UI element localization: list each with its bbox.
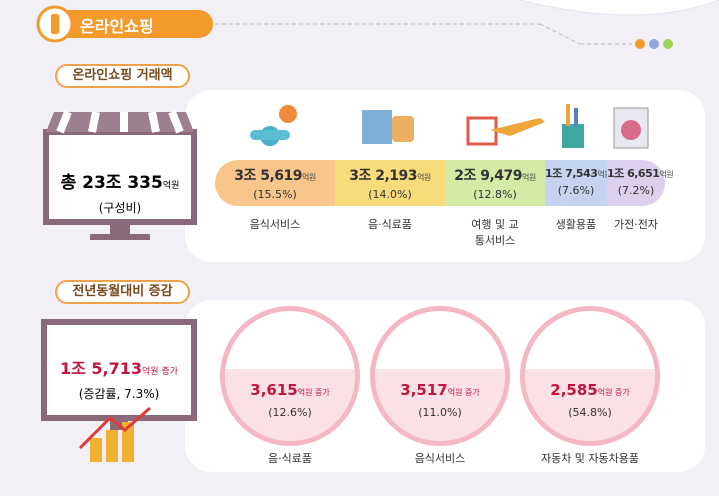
category-name: 여행 및 교통서비스 [471, 218, 519, 247]
category-icons [250, 104, 649, 149]
unit: 억원 증가 [297, 388, 330, 397]
segment: 3조 2,193억원 (14.0%) [335, 160, 445, 206]
header-deco [36, 0, 719, 49]
category-name: 음식서비스 [249, 218, 301, 231]
change-note: (증감률, 7.3%) [78, 387, 160, 401]
change-amount: 3,517억원 증가 [375, 381, 505, 399]
share: (14.0%) [368, 188, 412, 201]
unit: 억원 증가 [447, 388, 480, 397]
share: (7.6%) [557, 184, 595, 197]
share: (15.5%) [253, 188, 297, 201]
total: 총 23조 335억원 (구성비) [46, 168, 194, 216]
category-name: 자동차 및 자동차용품 [540, 452, 640, 465]
segment: 3조 5,619억원 (15.5%) [215, 160, 335, 206]
total-note: (구성비) [98, 201, 142, 215]
change-circle: 3,517억원 증가 (11.0%) [370, 306, 510, 446]
store-icon [43, 110, 197, 240]
amount: 3조 5,619 [234, 168, 303, 184]
unit: 억원 [659, 170, 674, 179]
category-name: 음·식료품 [268, 452, 312, 465]
category-name: 음·식료품 [368, 218, 412, 231]
total-amount: 총 23조 335 [60, 173, 163, 193]
unit: 억원 [597, 170, 612, 179]
amount: 3,615 [250, 381, 298, 399]
change-amount: 2,585억원 증가 [525, 381, 655, 399]
segment: 1조 7,543억원 (7.6%) [545, 160, 612, 206]
circle-fill [375, 369, 505, 441]
unit: 억원 [522, 173, 536, 182]
share: (12.8%) [473, 188, 517, 201]
segment: 1조 6,651억원 (7.2%) [607, 160, 674, 206]
segment-amount: 2조 9,479억원 [445, 165, 545, 185]
share: (7.2%) [617, 184, 655, 197]
change-share: (54.8%) [568, 406, 612, 419]
monitor-icon [41, 319, 197, 462]
segment-amount: 1조 7,543억원 [545, 165, 612, 181]
category-name: 생활용품 [555, 218, 597, 231]
change-circle: 3,615억원 증가 (12.6%) [220, 306, 360, 446]
change-amount: 1조 5,713 [59, 359, 143, 378]
circle-fill [225, 369, 355, 441]
segment: 2조 9,479억원 (12.8%) [445, 160, 545, 206]
circle-fill [525, 369, 655, 441]
section-label: 온라인쇼핑 거래액 [55, 64, 190, 88]
change-unit: 억원 증가 [142, 367, 179, 377]
segment-amount: 3조 5,619억원 [215, 165, 335, 185]
category-name: 가전·전자 [614, 218, 658, 231]
change-share: (12.6%) [268, 406, 312, 419]
change-share: (11.0%) [418, 406, 462, 419]
total-unit: 억원 [162, 181, 180, 191]
amount: 3,517 [400, 381, 448, 399]
unit: 억원 증가 [597, 388, 630, 397]
section-label: 전년동월대비 증감 [55, 280, 190, 304]
unit: 억원 [417, 173, 431, 182]
segment-amount: 1조 6,651억원 [607, 165, 674, 181]
amount: 1조 6,651 [607, 167, 660, 180]
amount: 1조 7,543 [545, 167, 598, 180]
header-title: 온라인쇼핑 [80, 17, 154, 36]
unit: 억원 [302, 173, 316, 182]
segment-amount: 3조 2,193억원 [335, 165, 445, 185]
category-name: 음식서비스 [414, 452, 466, 465]
change-total: 1조 5,713억원 증가 (증감률, 7.3%) [44, 355, 194, 402]
amount: 3조 2,193 [349, 168, 418, 184]
change-amount: 3,615억원 증가 [225, 381, 355, 399]
change-circle: 2,585억원 증가 (54.8%) [520, 306, 660, 446]
amount: 2,585 [550, 381, 598, 399]
amount: 2조 9,479 [454, 168, 523, 184]
